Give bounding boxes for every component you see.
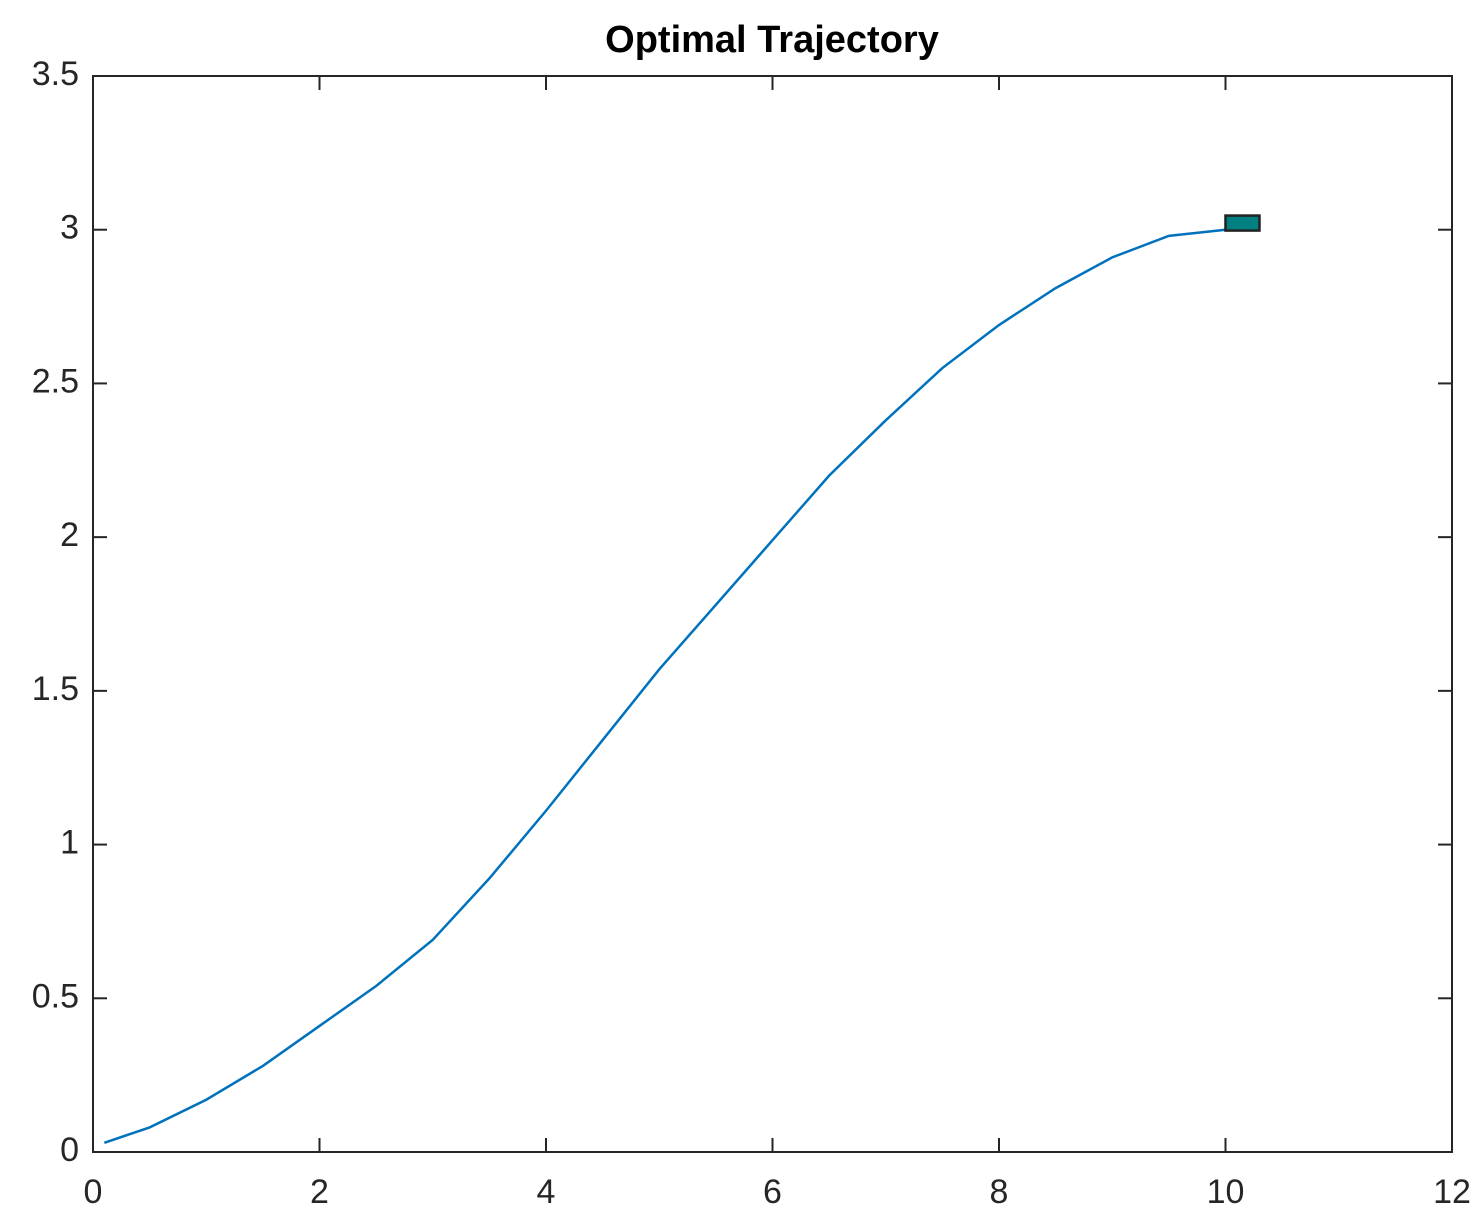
vehicle-marker — [1224, 214, 1261, 232]
trajectory-line — [103, 228, 1226, 1144]
y-tick-label: 2.5 — [32, 362, 79, 400]
y-tick-label: 0 — [60, 1131, 79, 1169]
x-tick-label: 4 — [537, 1173, 556, 1211]
x-tick-label: 0 — [84, 1173, 103, 1211]
chart-title: Optimal Trajectory — [605, 19, 939, 61]
y-tick-label: 3.5 — [32, 55, 79, 93]
y-tick-label: 1.5 — [32, 670, 79, 708]
y-tick-label: 0.5 — [32, 977, 79, 1015]
x-tick-label: 2 — [310, 1173, 329, 1211]
y-tick-label: 3 — [60, 209, 79, 247]
y-tick-label: 2 — [60, 516, 79, 554]
x-tick-label: 8 — [990, 1173, 1009, 1211]
x-tick-label: 6 — [763, 1173, 782, 1211]
y-tick-label: 1 — [60, 824, 79, 862]
x-tick-label: 10 — [1207, 1173, 1245, 1211]
x-tick-label: 12 — [1433, 1173, 1471, 1211]
